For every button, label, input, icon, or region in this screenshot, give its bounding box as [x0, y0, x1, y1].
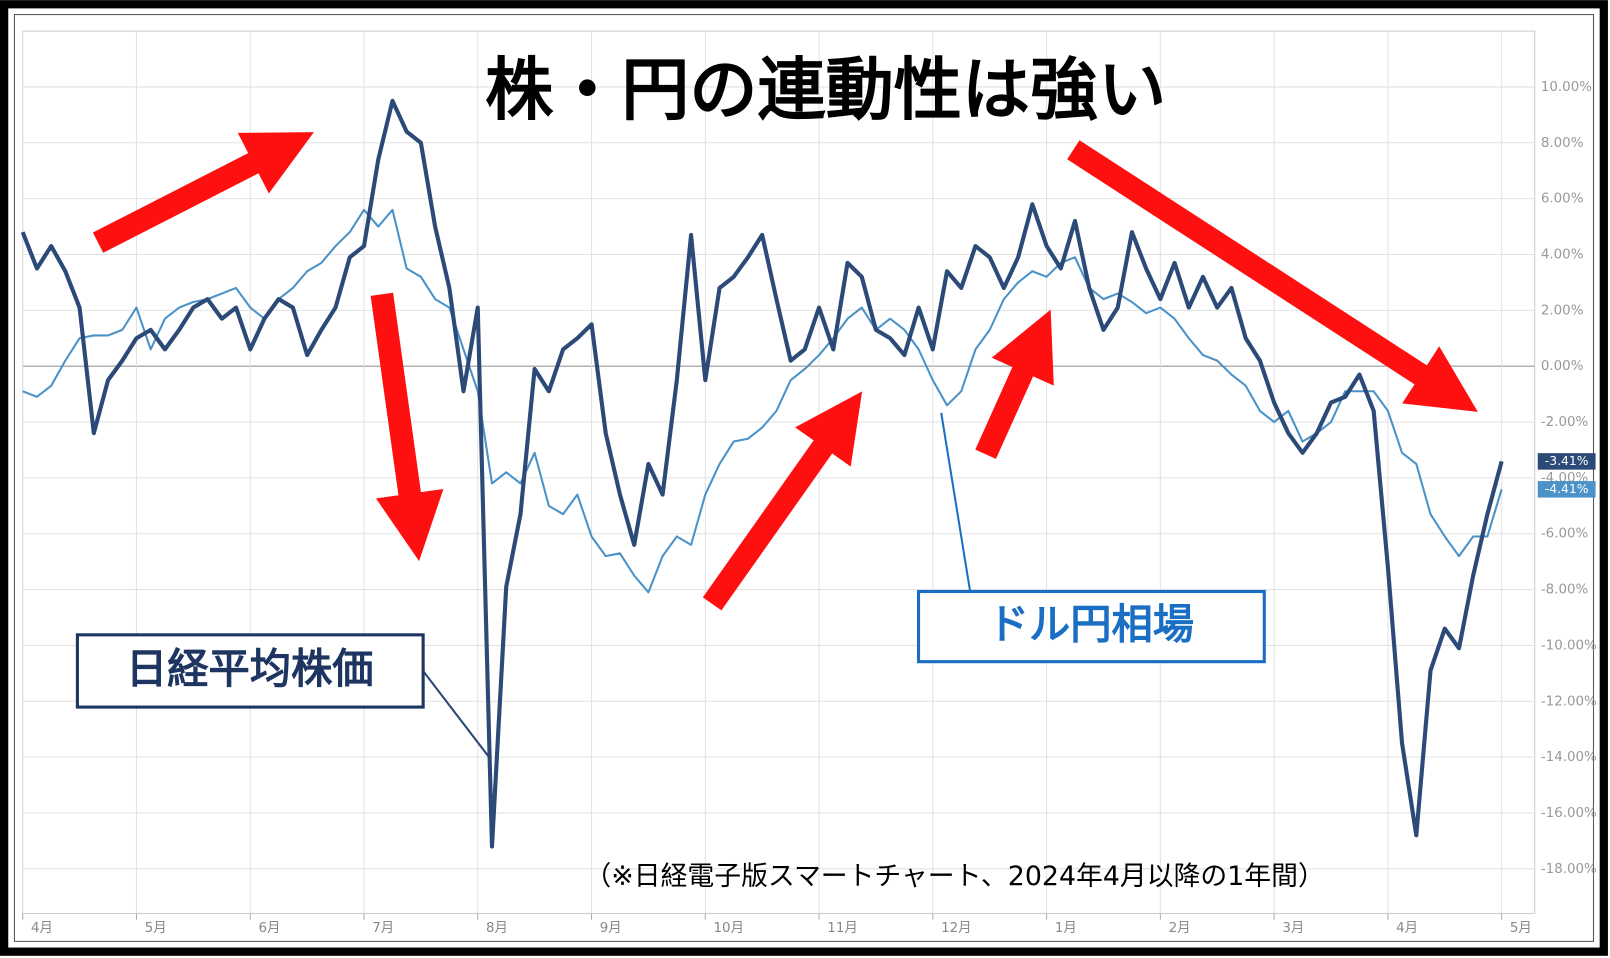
x-tick-label: 7月 — [372, 921, 394, 936]
y-tick-label: -6.00% — [1541, 527, 1588, 542]
source-note: （※日経電子版スマートチャート、2024年4月以降の1年間） — [584, 861, 1324, 892]
arrow — [975, 309, 1054, 459]
x-tick-label: 8月 — [486, 921, 508, 936]
y-tick-label: 4.00% — [1541, 247, 1584, 262]
y-tick-label: -8.00% — [1541, 583, 1588, 598]
leader-line — [422, 670, 492, 760]
arrows — [92, 132, 1478, 611]
grid: -18.00% -16.00% -14.00% -12.00% -10.00% -8.00… — [22, 30, 1597, 936]
x-tick-label: 2月 — [1169, 921, 1191, 936]
y-tick-label: 6.00% — [1541, 192, 1584, 207]
arrow — [1067, 140, 1478, 412]
legend-label: 日経平均株価 — [126, 645, 374, 693]
end-label-box — [1537, 453, 1596, 470]
y-tick-label: -12.00% — [1541, 694, 1597, 709]
end-label: -4.41% — [1545, 482, 1589, 496]
x-tick-label: 12月 — [941, 921, 971, 936]
x-tick-label: 6月 — [258, 921, 280, 936]
y-tick-label: 2.00% — [1541, 303, 1584, 318]
y-tick-label: -10.00% — [1541, 638, 1597, 653]
legend-box — [916, 589, 1266, 664]
legend-box — [75, 633, 425, 709]
y-tick-label: -18.00% — [1541, 862, 1597, 877]
x-tick-label: 11月 — [827, 921, 857, 936]
lines: -3.41% -4.41% — [20, 98, 1596, 849]
y-tick-label: 8.00% — [1541, 136, 1584, 151]
y-tick-label: 0.00% — [1541, 359, 1584, 374]
arrow — [702, 391, 863, 611]
x-tick-label: 9月 — [600, 921, 622, 936]
y-tick-label: -2.00% — [1541, 415, 1588, 430]
x-tick-label: 10月 — [714, 921, 744, 936]
series-line — [20, 98, 1504, 849]
x-tick-label: 5月 — [145, 921, 167, 936]
x-tick-label: 4月 — [1396, 921, 1418, 936]
y-tick-label: 10.00% — [1541, 80, 1592, 95]
x-tick-label: 1月 — [1055, 921, 1077, 936]
x-tick-label: 4月 — [31, 921, 53, 936]
y-tick-label: -14.00% — [1541, 750, 1597, 765]
x-tick-label: 3月 — [1282, 921, 1304, 936]
inner-frame — [13, 14, 1595, 942]
chart-title: 株・円の連動性は強い — [485, 52, 1166, 131]
end-label: -3.41% — [1545, 454, 1589, 468]
x-tick-label: 5月 — [1510, 921, 1532, 936]
arrow — [92, 132, 314, 253]
leader-line — [940, 412, 972, 592]
arrow — [370, 292, 444, 562]
end-label-box — [1537, 481, 1596, 498]
legend-label: ドル円相場 — [988, 601, 1194, 649]
y-tick-label: -16.00% — [1541, 806, 1597, 821]
